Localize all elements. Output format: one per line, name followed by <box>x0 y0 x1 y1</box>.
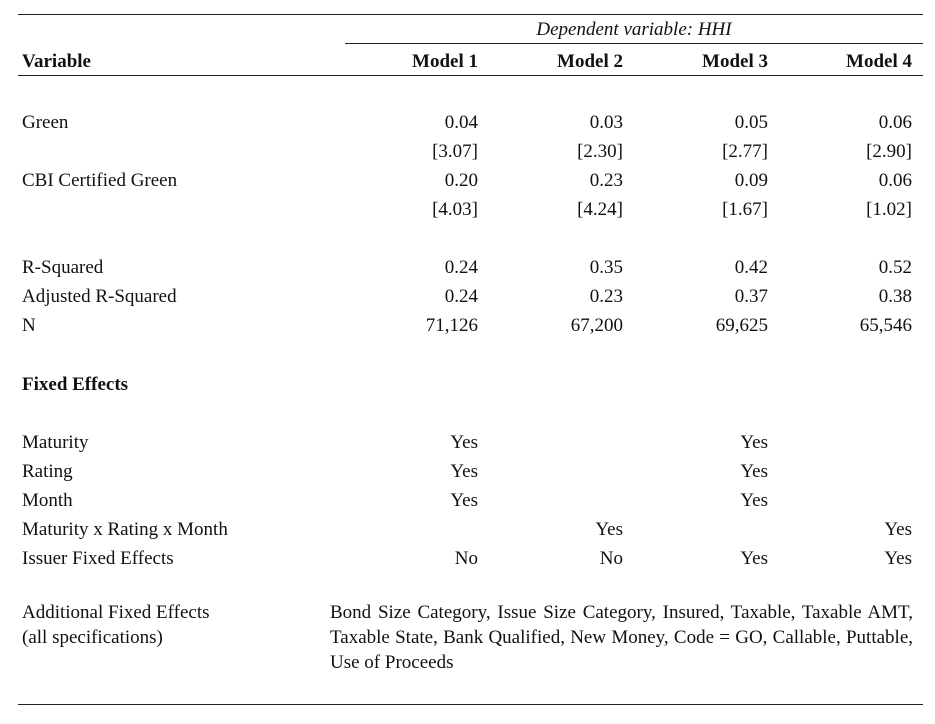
bottom-rule <box>18 704 923 705</box>
top-rule <box>18 14 923 15</box>
maturity-model-3: Yes <box>740 432 768 453</box>
green-coef-model-3: 0.05 <box>734 112 768 133</box>
cbi-coef-model-1: 0.20 <box>444 170 478 191</box>
cbi-tstat-model-1: [4.03] <box>432 199 478 220</box>
adj-r-squared-model-4: 0.38 <box>878 286 912 307</box>
row-label-maturity-rating-month: Maturity x Rating x Month <box>22 519 228 540</box>
model-4-header: Model 4 <box>846 51 912 72</box>
n-model-2: 67,200 <box>570 315 623 336</box>
month-model-3: Yes <box>740 490 768 511</box>
green-tstat-model-4: [2.90] <box>866 141 912 162</box>
r-squared-model-2: 0.35 <box>589 257 623 278</box>
n-model-1: 71,126 <box>425 315 478 336</box>
n-model-3: 69,625 <box>715 315 768 336</box>
row-label-rating: Rating <box>22 461 73 482</box>
mrm-model-2: Yes <box>595 519 623 540</box>
adj-r-squared-model-2: 0.23 <box>589 286 623 307</box>
model-1-header: Model 1 <box>412 51 478 72</box>
green-coef-model-2: 0.03 <box>589 112 623 133</box>
green-tstat-model-3: [2.77] <box>722 141 768 162</box>
model-3-header: Model 3 <box>702 51 768 72</box>
issuer-fe-model-3: Yes <box>740 548 768 569</box>
fixed-effects-heading: Fixed Effects <box>22 374 129 395</box>
header-rule <box>18 75 923 76</box>
cbi-coef-model-4: 0.06 <box>878 170 912 191</box>
issuer-fe-model-2: No <box>599 548 623 569</box>
green-tstat-model-2: [2.30] <box>577 141 623 162</box>
row-label-n: N <box>22 315 36 336</box>
green-coef-model-4: 0.06 <box>878 112 912 133</box>
n-model-4: 65,546 <box>859 315 912 336</box>
green-tstat-model-1: [3.07] <box>432 141 478 162</box>
row-label-green: Green <box>22 112 69 133</box>
cbi-coef-model-2: 0.23 <box>589 170 623 191</box>
r-squared-model-4: 0.52 <box>878 257 912 278</box>
row-label-maturity: Maturity <box>22 432 89 453</box>
rating-model-3: Yes <box>740 461 768 482</box>
cbi-coef-model-3: 0.09 <box>734 170 768 191</box>
issuer-fe-model-1: No <box>454 548 478 569</box>
mrm-model-4: Yes <box>884 519 912 540</box>
row-label-adjusted-r-squared: Adjusted R-Squared <box>22 286 177 307</box>
row-label-cbi-certified-green: CBI Certified Green <box>22 170 178 191</box>
additional-fixed-effects-label: Additional Fixed Effects <box>22 602 210 623</box>
row-label-issuer-fixed-effects: Issuer Fixed Effects <box>22 548 174 569</box>
row-label-month: Month <box>22 490 73 511</box>
row-label-r-squared: R-Squared <box>22 257 104 278</box>
rating-model-1: Yes <box>450 461 478 482</box>
adj-r-squared-model-3: 0.37 <box>734 286 768 307</box>
dependent-variable-label: Dependent variable: HHI <box>536 19 732 40</box>
maturity-model-1: Yes <box>450 432 478 453</box>
green-coef-model-1: 0.04 <box>444 112 478 133</box>
dependent-variable-underline <box>345 43 923 44</box>
variable-column-header: Variable <box>22 51 91 72</box>
r-squared-model-1: 0.24 <box>444 257 478 278</box>
additional-fixed-effects-list: Bond Size Category, Issue Size Category,… <box>330 602 913 673</box>
cbi-tstat-model-2: [4.24] <box>577 199 623 220</box>
issuer-fe-model-4: Yes <box>884 548 912 569</box>
month-model-1: Yes <box>450 490 478 511</box>
all-specifications-label: (all specifications) <box>22 627 163 648</box>
adj-r-squared-model-1: 0.24 <box>444 286 478 307</box>
model-2-header: Model 2 <box>557 51 623 72</box>
cbi-tstat-model-3: [1.67] <box>722 199 768 220</box>
cbi-tstat-model-4: [1.02] <box>866 199 912 220</box>
r-squared-model-3: 0.42 <box>734 257 768 278</box>
